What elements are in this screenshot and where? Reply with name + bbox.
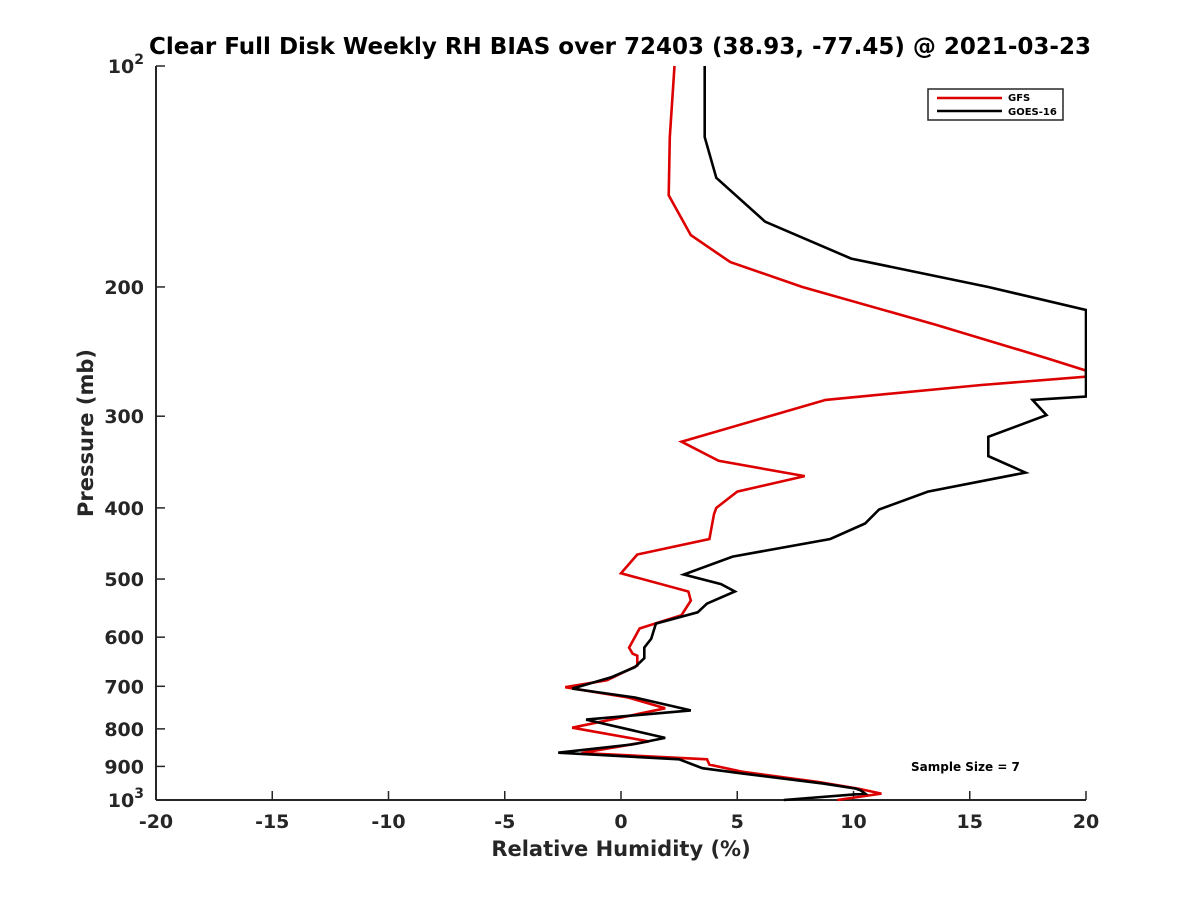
- y-tick-label: 400: [104, 498, 144, 520]
- x-tick-label: -20: [139, 811, 173, 833]
- x-tick-label: 5: [731, 811, 744, 833]
- series-line-gfs: [564, 65, 1087, 802]
- y-tick-label: 700: [104, 676, 144, 698]
- x-tick-label: 15: [957, 811, 983, 833]
- legend-label-gfs: GFS: [1008, 93, 1030, 104]
- y-axis-label: Pressure (mb): [74, 349, 98, 517]
- y-tick-label: 300: [104, 406, 144, 428]
- plot-axes: [155, 66, 1086, 801]
- x-tick-label: 10: [840, 811, 866, 833]
- y-tick-label: 800: [104, 719, 144, 741]
- x-ticks: -20 -15 -10 -5 0 5 10 15 20: [139, 791, 1099, 833]
- x-tick-label: -10: [371, 811, 405, 833]
- x-tick-label: 0: [614, 811, 627, 833]
- x-tick-label: -5: [494, 811, 515, 833]
- chart-title: Clear Full Disk Weekly RH BIAS over 7240…: [149, 34, 1091, 60]
- legend-label-goes16: GOES-16: [1008, 107, 1057, 118]
- x-tick-label: 20: [1073, 811, 1099, 833]
- series-line-goes16: [558, 66, 1087, 802]
- y-tick-label: 103: [108, 786, 144, 812]
- legend: GFS GOES-16: [927, 88, 1064, 121]
- series-layer: [558, 65, 1087, 802]
- x-axis-label: Relative Humidity (%): [491, 837, 750, 861]
- y-ticks: 102 200 300 400 500 600 700 800 900 103: [104, 52, 165, 812]
- y-tick-label: 102: [108, 52, 144, 78]
- sample-size-annotation: Sample Size = 7: [911, 760, 1020, 774]
- y-tick-label: 900: [104, 756, 144, 778]
- y-tick-label: 200: [104, 277, 144, 299]
- legend-box: [927, 88, 1064, 121]
- x-tick-label: -15: [255, 811, 289, 833]
- y-tick-label: 500: [104, 569, 144, 591]
- y-tick-label: 600: [104, 627, 144, 649]
